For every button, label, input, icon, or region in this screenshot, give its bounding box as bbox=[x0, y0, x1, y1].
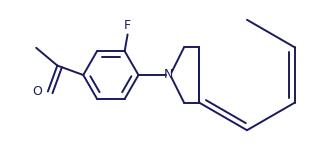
Text: O: O bbox=[32, 85, 42, 98]
Text: F: F bbox=[124, 19, 131, 32]
Text: N: N bbox=[164, 69, 173, 81]
